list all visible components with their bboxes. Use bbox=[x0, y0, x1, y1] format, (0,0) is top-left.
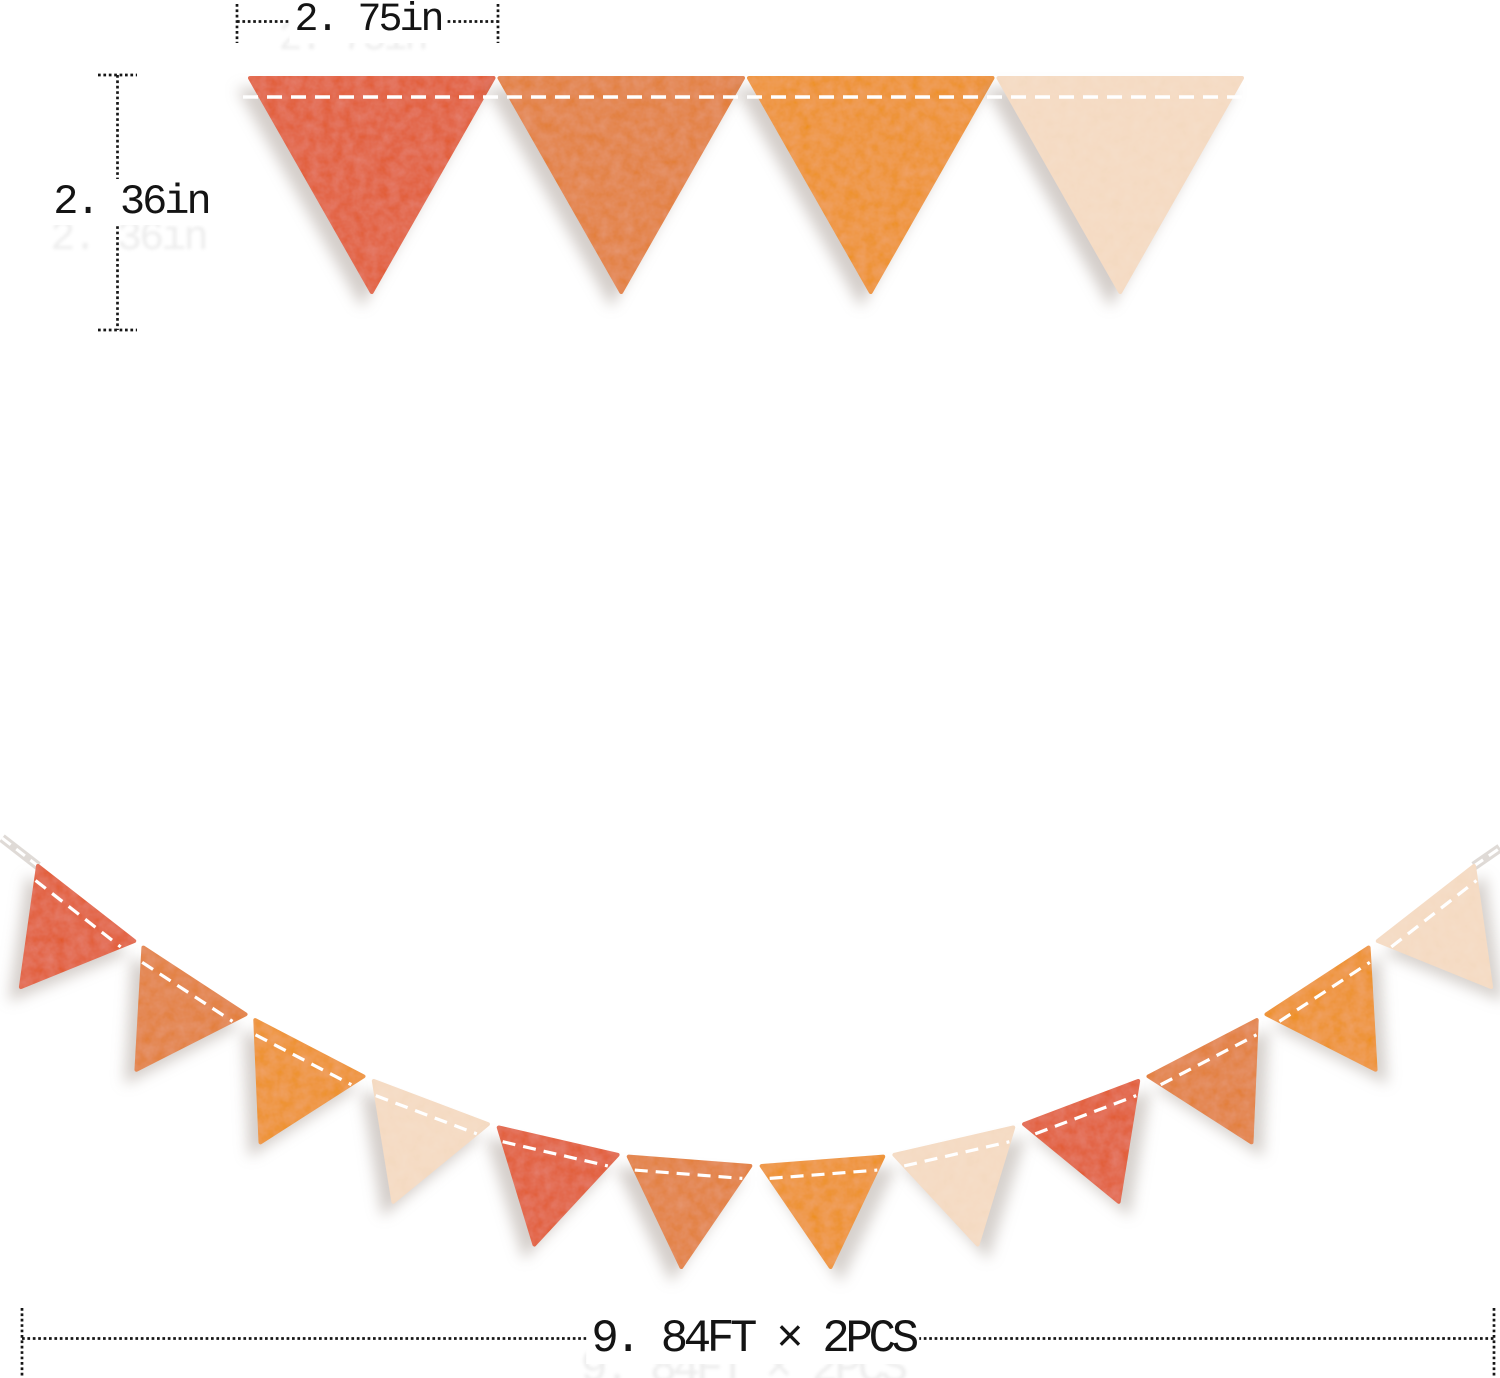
flag-triangle bbox=[892, 1125, 1016, 1247]
flag-triangle bbox=[496, 1125, 620, 1247]
flag-triangle bbox=[747, 76, 995, 294]
garland-flag-orange bbox=[626, 1154, 753, 1269]
garland-flag-red_orange bbox=[18, 863, 137, 990]
pennant-flag-peach bbox=[996, 76, 1244, 294]
garland-flag-red_orange bbox=[496, 1125, 620, 1247]
stitch-string bbox=[502, 1140, 609, 1168]
garland-flag-peach bbox=[1375, 863, 1494, 990]
stitch-string bbox=[1034, 1094, 1137, 1136]
flag-triangle bbox=[626, 1154, 753, 1269]
stitch-string bbox=[903, 1140, 1010, 1168]
pennant-banner-sample-row bbox=[243, 76, 1248, 294]
garland-flag-red_orange bbox=[1022, 1079, 1141, 1204]
flag-triangle bbox=[1022, 1079, 1141, 1204]
stitch-string bbox=[34, 879, 122, 949]
stitch-string bbox=[1278, 960, 1371, 1023]
flag-triangle bbox=[1146, 1018, 1259, 1145]
flag-triangle bbox=[497, 76, 745, 294]
stitch-string bbox=[1159, 1033, 1258, 1087]
string-end bbox=[1473, 846, 1500, 868]
stitch-string bbox=[1390, 879, 1478, 949]
garland-length-dimension-label: 9. 84FT × 2PCS bbox=[586, 1314, 920, 1364]
garland-strings bbox=[0, 834, 1500, 870]
garland-flag-orange bbox=[1146, 1018, 1259, 1145]
pennant-flag-red_orange bbox=[248, 76, 496, 294]
garland-flag-peach bbox=[371, 1079, 490, 1204]
flag-triangle bbox=[371, 1079, 490, 1204]
string-end bbox=[1, 836, 39, 868]
flag-triangle bbox=[759, 1154, 886, 1269]
stitch-string bbox=[634, 1168, 743, 1180]
stitch-string bbox=[141, 960, 234, 1023]
pennant-garland bbox=[18, 863, 1494, 1269]
flag-triangle bbox=[18, 863, 137, 990]
pennant-flag-golden_orange bbox=[747, 76, 995, 294]
garland-flag-orange bbox=[134, 945, 248, 1072]
flag-width-dimension-label: 2. 75in bbox=[289, 0, 447, 43]
flag-triangle bbox=[248, 76, 496, 294]
stitch-string bbox=[254, 1033, 353, 1087]
garland-flag-golden_orange bbox=[759, 1154, 886, 1269]
flag-triangle bbox=[134, 945, 248, 1072]
flag-triangle bbox=[253, 1018, 366, 1145]
garland-flag-golden_orange bbox=[253, 1018, 366, 1145]
garland-flag-peach bbox=[892, 1125, 1016, 1247]
stitch-string bbox=[375, 1094, 478, 1136]
dimension-lines bbox=[20, 4, 1496, 1378]
garland-flag-golden_orange bbox=[1264, 945, 1378, 1072]
stitch-string bbox=[769, 1168, 878, 1180]
pennant-flag-orange bbox=[497, 76, 745, 294]
flag-triangle bbox=[1264, 945, 1378, 1072]
flag-triangle bbox=[996, 76, 1244, 294]
flag-triangle bbox=[1375, 863, 1494, 990]
flag-height-dimension-label: 2. 36in bbox=[48, 179, 214, 225]
